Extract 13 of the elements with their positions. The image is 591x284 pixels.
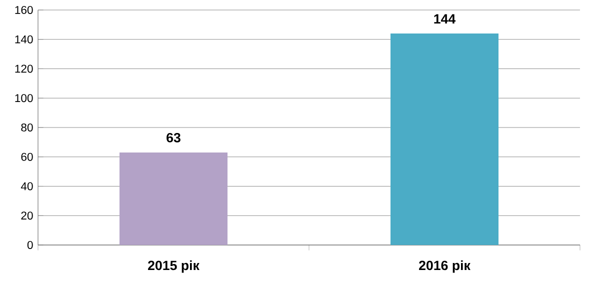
y-tick-label: 60	[21, 152, 33, 161]
y-tick-label: 120	[15, 64, 33, 73]
y-tick-label: 160	[15, 6, 33, 14]
y-tick-label: 20	[21, 212, 33, 220]
x-tick-label: 2016 рік	[419, 260, 470, 273]
y-tick-label: 40	[20, 182, 33, 190]
y-tick-label: 100	[15, 94, 33, 102]
y-tick-label: 80	[21, 123, 33, 132]
data-label: 63	[166, 132, 180, 142]
data-label: 144	[434, 14, 456, 24]
y-tick-label: 0	[27, 240, 33, 249]
x-tick-label: 2015 рік	[148, 260, 200, 273]
y-tick-label: 140	[15, 35, 33, 44]
